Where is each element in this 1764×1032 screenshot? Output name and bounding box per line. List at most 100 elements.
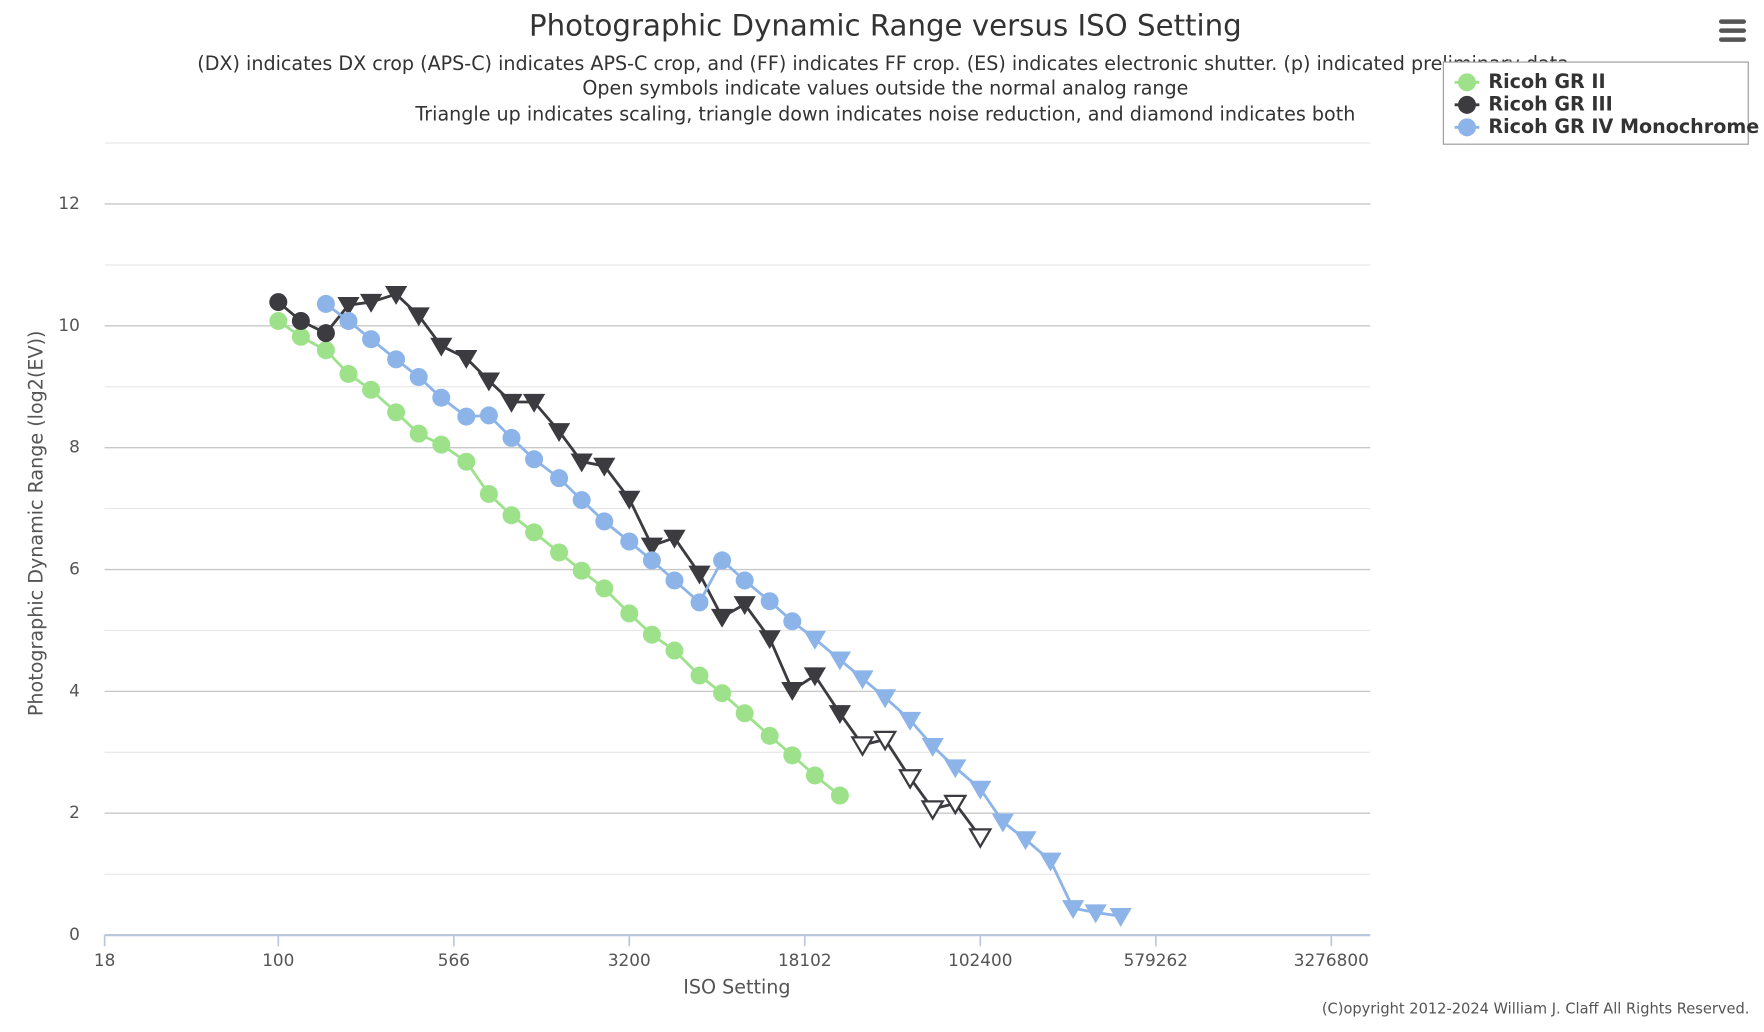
marker (339, 311, 358, 330)
marker (339, 364, 358, 383)
menu-button[interactable] (1719, 19, 1746, 42)
marker (550, 543, 569, 562)
legend-label: Ricoh GR III (1488, 92, 1612, 115)
x-axis-label: ISO Setting (683, 975, 790, 998)
marker (713, 551, 732, 570)
marker (432, 435, 451, 454)
marker (525, 450, 544, 469)
marker (1109, 908, 1132, 927)
marker (665, 571, 684, 590)
marker (269, 293, 288, 312)
legend-box (1442, 61, 1749, 145)
marker (828, 705, 851, 725)
marker (872, 730, 898, 752)
marker (665, 641, 684, 660)
series-line (277, 292, 982, 838)
legend-item: Ricoh GR II (1454, 70, 1606, 93)
marker (897, 769, 923, 790)
marker (805, 766, 824, 785)
marker (572, 561, 591, 580)
marker (783, 612, 802, 631)
marker (620, 604, 639, 623)
subtitle: (DX) indicates DX crop (APS-C) indicates… (197, 52, 1569, 75)
series (269, 285, 993, 849)
marker (457, 407, 476, 426)
series (316, 294, 1132, 927)
marker (735, 571, 754, 590)
y-tick-label: 12 (58, 193, 79, 213)
marker (432, 388, 451, 407)
legend-item: Ricoh GR IV Monochrome (1454, 115, 1759, 138)
marker (642, 625, 661, 644)
subtitle: Triangle up indicates scaling, triangle … (414, 102, 1355, 125)
marker (690, 666, 709, 685)
marker (943, 794, 968, 816)
marker (570, 453, 593, 473)
marker (830, 786, 849, 805)
marker (479, 484, 498, 503)
marker (387, 350, 406, 369)
marker (921, 738, 944, 757)
marker (760, 592, 779, 611)
legend-marker (1458, 118, 1476, 137)
marker (407, 307, 430, 327)
marker (690, 593, 709, 612)
marker (359, 293, 383, 313)
menu-bar (1719, 37, 1746, 42)
marker (920, 800, 945, 821)
marker (898, 711, 922, 731)
marker (500, 393, 523, 413)
marker (455, 349, 478, 369)
marker (758, 630, 781, 650)
marker (384, 285, 408, 305)
chart-title: Photographic Dynamic Range versus ISO Se… (529, 9, 1242, 43)
marker (457, 452, 476, 471)
x-tick-label: 102400 (948, 950, 1012, 970)
marker (735, 704, 754, 723)
y-axis-label: Photographic Dynamic Range (log2(EV)) (25, 331, 48, 717)
marker (620, 532, 639, 551)
marker (851, 670, 874, 690)
marker (850, 736, 875, 757)
marker (595, 579, 614, 598)
series (269, 311, 849, 805)
marker (828, 651, 851, 671)
marker (642, 551, 661, 570)
marker (969, 780, 992, 800)
marker (640, 537, 663, 557)
legend-label: Ricoh GR IV Monochrome (1488, 115, 1759, 138)
marker (362, 380, 381, 399)
y-tick-label: 6 (69, 559, 80, 579)
marker (316, 341, 335, 360)
x-tick-label: 579262 (1124, 950, 1188, 970)
legend-marker (1458, 95, 1476, 114)
legend-item: Ricoh GR III (1454, 92, 1613, 115)
marker (783, 746, 802, 765)
y-tick-label: 8 (69, 437, 80, 457)
marker (409, 424, 428, 443)
marker (291, 311, 310, 330)
marker (430, 337, 453, 357)
marker (760, 726, 779, 745)
marker (291, 327, 310, 346)
marker (618, 490, 641, 510)
y-tick-label: 2 (69, 802, 80, 822)
marker (477, 372, 500, 392)
marker (1061, 900, 1085, 919)
marker (991, 813, 1014, 833)
marker (316, 294, 335, 313)
legend-marker (1458, 73, 1476, 92)
marker (688, 565, 711, 585)
marker (550, 469, 569, 488)
marker (781, 681, 804, 701)
marker (387, 403, 406, 422)
marker (944, 759, 967, 779)
marker (1014, 831, 1037, 851)
x-tick-label: 18102 (778, 950, 832, 970)
marker (713, 684, 732, 703)
subtitle: Open symbols indicate values outside the… (582, 77, 1188, 100)
marker (362, 330, 381, 349)
